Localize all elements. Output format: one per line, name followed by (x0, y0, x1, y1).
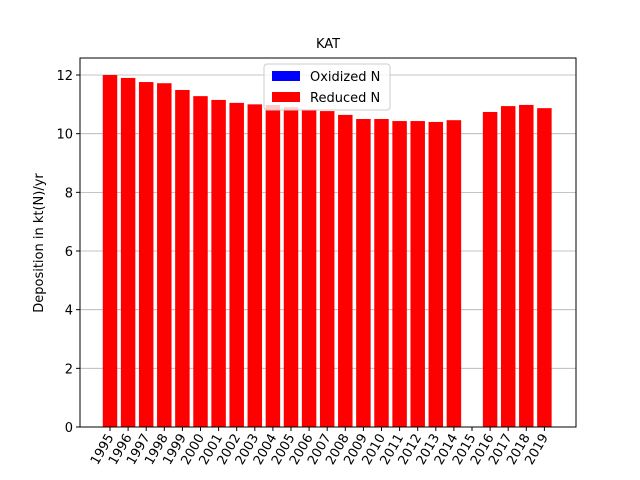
bar (193, 96, 208, 427)
legend-swatch (272, 71, 300, 81)
bar (537, 108, 552, 427)
bar (247, 104, 263, 427)
y-tick-label: 12 (56, 69, 73, 84)
plot-frame (79, 57, 577, 428)
bar (138, 82, 154, 428)
y-tick-label: 4 (65, 304, 73, 319)
bar (392, 121, 407, 427)
y-tick-label: 2 (65, 362, 73, 377)
bar (482, 111, 498, 428)
y-tick-label: 0 (65, 421, 73, 436)
bar (410, 121, 425, 427)
bar (211, 99, 226, 427)
bar (157, 83, 172, 427)
bar (374, 119, 389, 427)
bar (283, 107, 299, 427)
bar (356, 119, 371, 427)
bar (175, 89, 190, 428)
bar (319, 111, 335, 427)
bar (338, 114, 353, 428)
legend-swatch (272, 92, 300, 102)
bar (500, 106, 516, 428)
bar (519, 104, 534, 427)
bar (102, 75, 118, 427)
bar (301, 110, 317, 427)
bar (265, 104, 281, 427)
y-tick-label: 10 (56, 128, 73, 143)
bar (120, 77, 136, 427)
y-tick-label: 8 (65, 186, 73, 201)
y-axis-label: Deposition in kt(N)/yr (32, 173, 47, 313)
bar (446, 120, 462, 427)
bar (428, 121, 444, 427)
bar (229, 102, 244, 427)
legend-label: Reduced N (310, 91, 380, 106)
legend-label: Oxidized N (310, 70, 380, 85)
chart-title: KAT (316, 37, 340, 52)
y-tick-label: 6 (65, 245, 73, 260)
